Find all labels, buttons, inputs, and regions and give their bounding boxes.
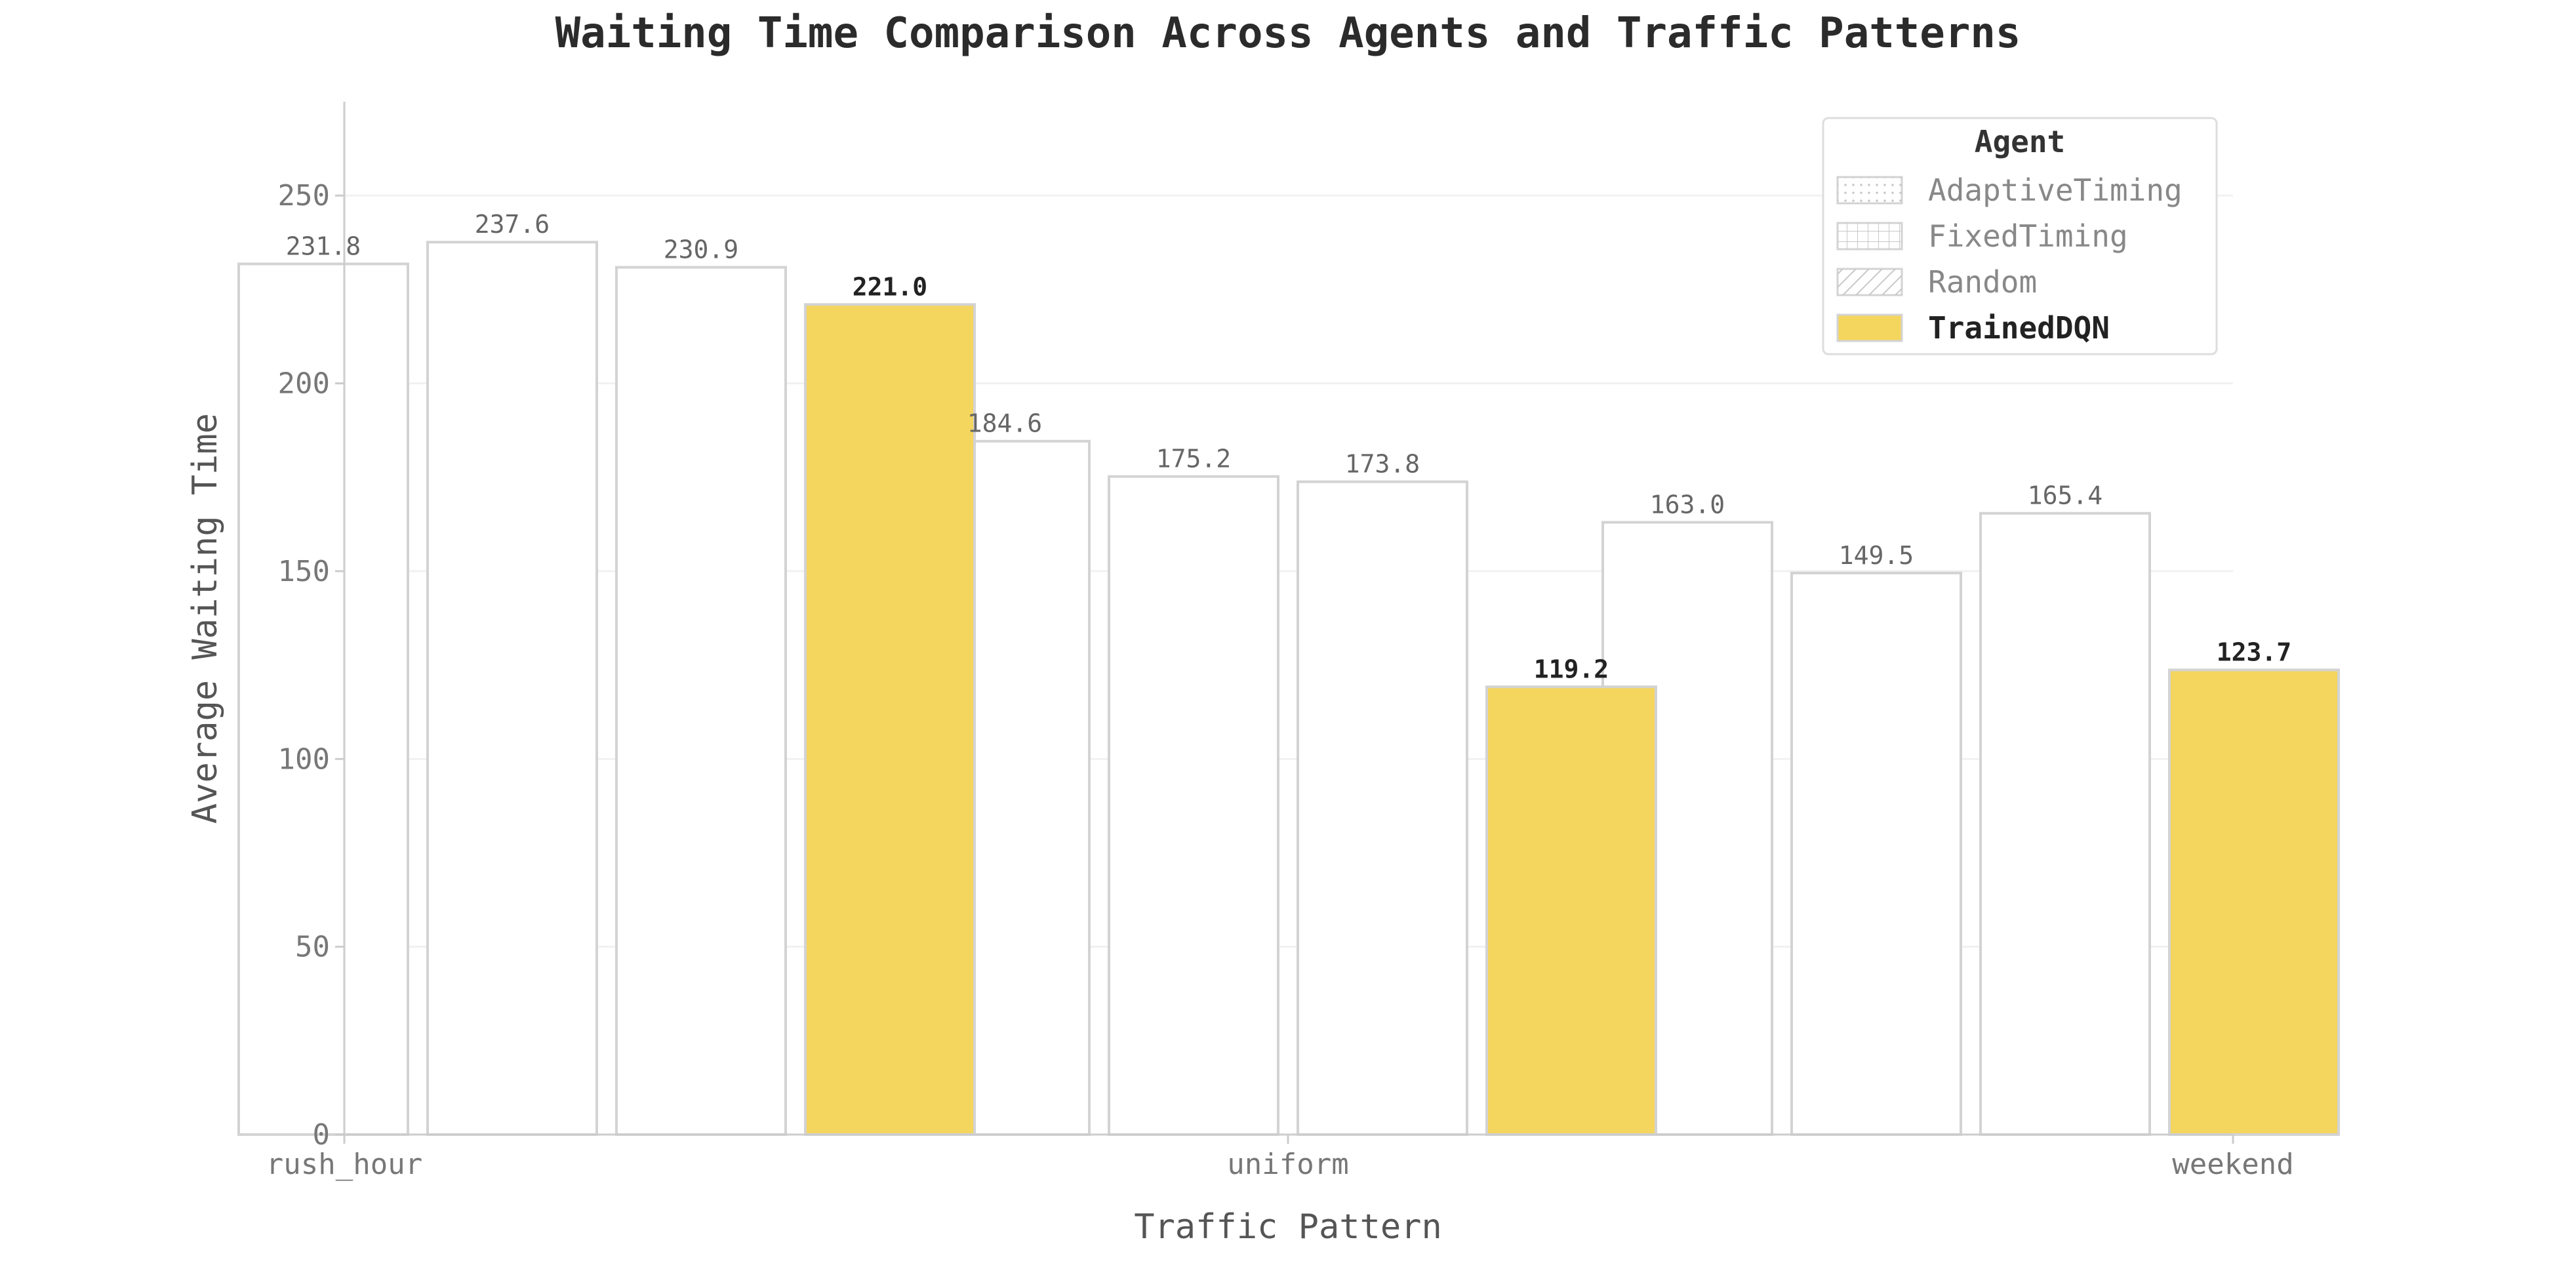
bar-value-label: 163.0 [1650, 490, 1725, 519]
legend-swatch-pattern [1838, 269, 1902, 295]
legend-label-adaptivetiming: AdaptiveTiming [1928, 172, 2183, 208]
legend-title: Agent [1975, 124, 2065, 159]
legend-label-random: Random [1928, 264, 2037, 300]
y-tick-label: 200 [278, 367, 330, 401]
legend-frame [1822, 117, 2218, 355]
y-tick-label: 150 [278, 555, 330, 588]
y-tick-label: 250 [278, 179, 330, 212]
bar-traineddqn-rush_hour [804, 303, 976, 1137]
x-tick-label: rush_hour [266, 1148, 422, 1181]
bar-fixedtiming-uniform [1108, 475, 1279, 1136]
bar-random-rush_hour [615, 266, 787, 1136]
bar-traineddqn-uniform [1485, 685, 1657, 1136]
bar-adaptivetiming-rush_hour [237, 262, 409, 1136]
y-tick-label: 50 [295, 931, 330, 964]
bar-value-label: 230.9 [664, 235, 738, 264]
chart-title: Waiting Time Comparison Across Agents an… [555, 9, 2021, 58]
legend-swatch-traineddqn [1836, 313, 1903, 342]
bar-value-label: 165.4 [2028, 481, 2103, 510]
bar-fixedtiming-rush_hour [426, 241, 598, 1137]
bar-value-label: 237.6 [475, 210, 550, 239]
y-axis-label: Average Waiting Time [186, 413, 225, 824]
y-axis-ticks: 0 50 100 150 200 250 [278, 179, 344, 1152]
x-tick-label: uniform [1227, 1148, 1348, 1181]
bar-fixedtiming-weekend [1790, 571, 1962, 1136]
y-tick-label: 0 [313, 1118, 331, 1152]
legend-swatch-pattern [1838, 223, 1902, 249]
legend-swatch-pattern [1838, 177, 1902, 203]
bar-traineddqn-weekend [2168, 668, 2340, 1136]
bar-value-label: 175.2 [1156, 445, 1231, 473]
x-axis-label: Traffic Pattern [1134, 1207, 1442, 1247]
bar-value-label: 149.5 [1839, 541, 1914, 570]
bar-value-label: 184.6 [967, 409, 1042, 438]
x-tick-label: weekend [2172, 1148, 2293, 1181]
bars [237, 241, 2340, 1137]
bar-value-label: 123.7 [2217, 638, 2291, 667]
x-axis-ticks: rush_hour uniform weekend [266, 1135, 2294, 1181]
bar-random-uniform [1297, 480, 1468, 1136]
legend: Agent AdaptiveTiming FixedTiming Random Tra… [1822, 117, 2218, 355]
y-tick-label: 100 [278, 742, 330, 776]
bar-random-weekend [1979, 512, 2151, 1136]
bar-value-label: 119.2 [1534, 655, 1609, 683]
bar-value-label: 221.0 [853, 272, 927, 301]
legend-label-traineddqn: TrainedDQN [1928, 310, 2110, 346]
legend-label-fixedtiming: FixedTiming [1928, 218, 2128, 254]
bar-value-label: 231.8 [286, 232, 361, 260]
bar-value-label: 173.8 [1345, 450, 1420, 479]
bar-value-labels: 231.8 184.6 163.0 237.6 175.2 149.5 230.9 173.8… [286, 210, 2291, 683]
